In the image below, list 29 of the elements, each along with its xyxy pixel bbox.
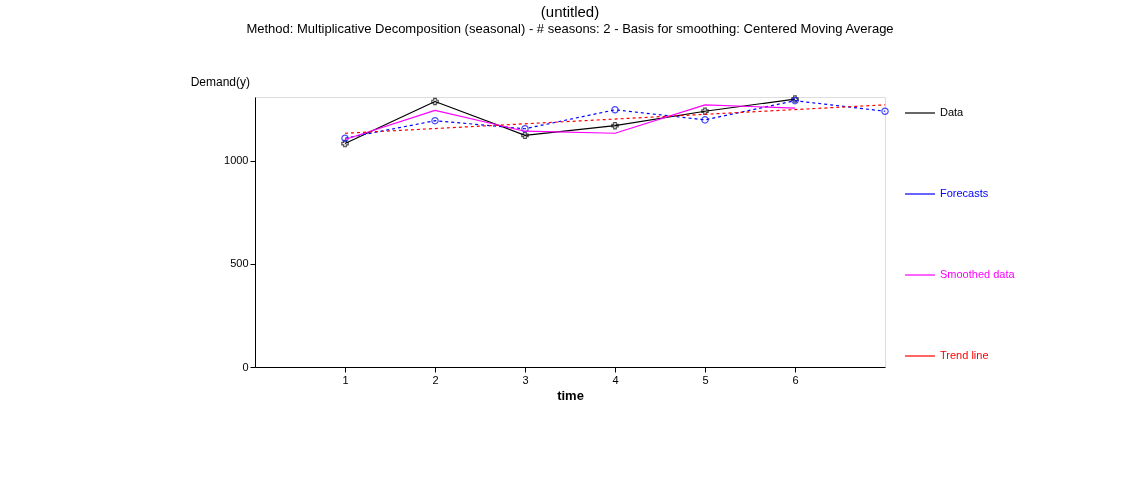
chart-subtitle: Method: Multiplicative Decomposition (seasonal) - # seasons: 2 - Basis for smoothing: Centered Moving Average — [246, 21, 894, 36]
y-axis-title: Demand(y) — [190, 75, 250, 89]
point — [341, 139, 349, 148]
x-axis-title: time — [557, 387, 584, 403]
point — [881, 107, 889, 115]
x-tick-label: 6 — [792, 373, 799, 386]
x-tick-label: 1 — [342, 373, 349, 386]
point — [341, 134, 349, 142]
point — [611, 121, 619, 130]
point — [701, 107, 709, 115]
x-tick-label: 5 — [702, 373, 709, 386]
x-tick-label: 3 — [522, 373, 529, 386]
point — [701, 116, 709, 124]
x-tick-label: 2 — [432, 373, 439, 386]
point — [431, 116, 439, 125]
y-tick-label: 0 — [242, 360, 249, 373]
legend-label: Smoothed data — [940, 268, 1016, 280]
x-tick-label: 4 — [612, 373, 619, 386]
line-series — [344, 104, 886, 134]
chart-title: (untitled) — [540, 3, 600, 20]
point — [521, 124, 529, 133]
legend-label: Data — [940, 106, 965, 118]
point — [521, 131, 529, 140]
y-tick-label: 1000 — [224, 154, 249, 167]
legend-label: Forecasts — [940, 187, 989, 199]
point — [431, 97, 439, 106]
point — [611, 106, 619, 114]
legend-label: Trend line — [940, 349, 989, 361]
y-tick-label: 500 — [230, 257, 249, 270]
